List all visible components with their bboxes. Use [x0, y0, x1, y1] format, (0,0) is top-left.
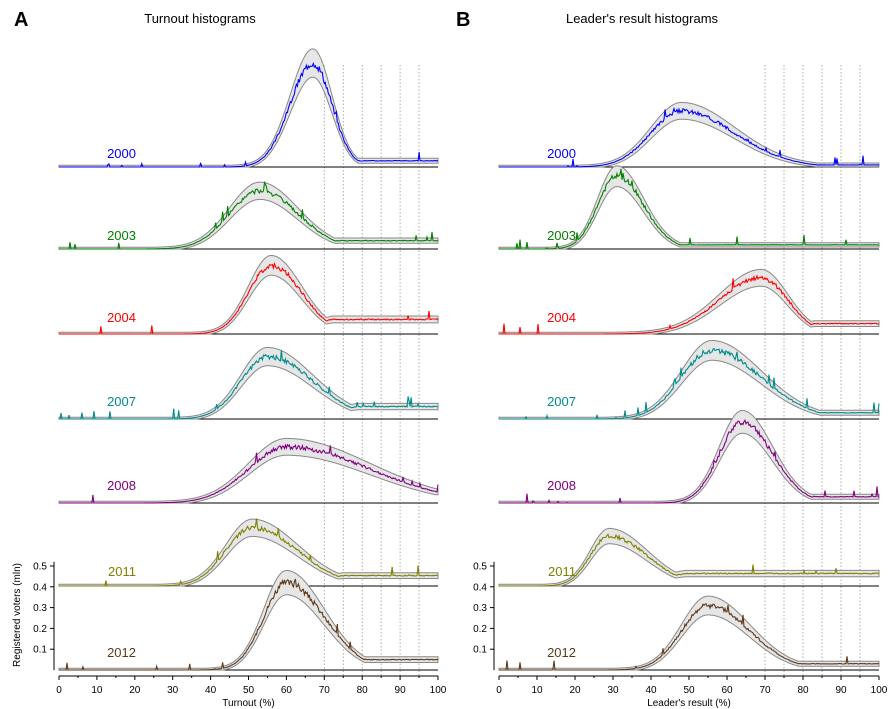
y-tick-label: 0.1 [33, 645, 47, 656]
series-2004: 2004 [58, 255, 439, 335]
series-2007: 2007 [498, 340, 880, 420]
x-tick-label: 60 [721, 685, 733, 696]
envelope-band-2011 [58, 518, 439, 587]
x-tick-label: 40 [205, 685, 217, 696]
histogram-line-2012 [499, 602, 880, 671]
x-tick-label: 90 [835, 685, 847, 696]
series-2000: 2000 [58, 48, 439, 168]
histogram-line-2008 [499, 418, 880, 504]
series-label-2003: 2003 [107, 228, 136, 243]
series-2012: 2012 [498, 595, 880, 671]
y-tick-label: 0.5 [473, 562, 487, 573]
histogram-line-2000 [499, 106, 880, 168]
envelope-band-2003 [58, 181, 439, 250]
y-axis-label: Registered voters (mln) [12, 563, 23, 667]
histogram-line-2004 [499, 274, 880, 335]
histogram-line-2008 [59, 443, 439, 504]
y-tick-label: 0.3 [473, 603, 487, 614]
x-tick-label: 70 [319, 685, 331, 696]
histogram-line-2007 [59, 349, 439, 420]
series-2003: 2003 [58, 180, 439, 250]
x-tick-label: 20 [129, 685, 141, 696]
x-tick-label: 30 [607, 685, 619, 696]
series-label-2011: 2011 [108, 564, 136, 579]
series-label-2000: 2000 [107, 146, 136, 161]
histogram-line-2007 [499, 347, 880, 420]
x-tick-label: 30 [167, 685, 179, 696]
y-tick-label: 0.2 [473, 624, 487, 635]
histogram-line-2012 [59, 578, 439, 671]
histogram-line-2011 [59, 518, 439, 587]
x-tick-label: 50 [243, 685, 255, 696]
series-label-2004: 2004 [547, 310, 576, 325]
x-axis-label: Leader's result (%) [647, 698, 731, 709]
series-label-2008: 2008 [547, 478, 576, 493]
x-tick-label: 90 [395, 685, 407, 696]
x-tick-label: 0 [56, 685, 62, 696]
histogram-line-2003 [499, 168, 879, 250]
x-tick-label: 100 [871, 685, 888, 696]
histogram-line-2011 [499, 533, 880, 587]
envelope-band-2011 [498, 527, 880, 587]
series-label-2000: 2000 [547, 146, 576, 161]
panel-title: Leader's result histograms [566, 11, 719, 26]
panel-letter-b: B [456, 9, 470, 31]
panel-letter-a: A [14, 9, 28, 31]
x-tick-label: 70 [759, 685, 771, 696]
y-tick-label: 0.3 [33, 603, 47, 614]
series-label-2012: 2012 [547, 645, 576, 660]
x-tick-label: 10 [91, 685, 103, 696]
y-tick-label: 0.1 [473, 645, 487, 656]
y-tick-label: 0.4 [33, 582, 47, 593]
x-axis-label: Turnout (%) [222, 698, 274, 709]
x-tick-label: 80 [797, 685, 809, 696]
x-tick-label: 80 [357, 685, 369, 696]
x-tick-label: 60 [281, 685, 293, 696]
histogram-line-2003 [59, 180, 439, 250]
panel-b: B Leader's result histograms 2000 2003 2004 2… [456, 9, 888, 709]
series-2004: 2004 [498, 268, 880, 335]
series-2011: 2011 [498, 527, 880, 587]
y-tick-label: 0.2 [33, 624, 47, 635]
series-2000: 2000 [498, 101, 880, 168]
envelope-band-2003 [498, 165, 880, 250]
x-tick-label: 100 [430, 685, 447, 696]
series-label-2007: 2007 [107, 394, 136, 409]
series-label-2011: 2011 [548, 564, 576, 579]
y-tick-label: 0.5 [33, 562, 47, 573]
panel-title: Turnout histograms [144, 11, 256, 26]
series-2012: 2012 [58, 570, 439, 671]
series-label-2007: 2007 [547, 394, 576, 409]
x-tick-label: 40 [645, 685, 657, 696]
series-label-2004: 2004 [107, 310, 136, 325]
series-2003: 2003 [498, 165, 880, 250]
x-tick-label: 50 [683, 685, 695, 696]
series-label-2003: 2003 [547, 228, 576, 243]
series-2011: 2011 [58, 518, 439, 587]
x-tick-label: 0 [496, 685, 502, 696]
series-label-2008: 2008 [107, 478, 136, 493]
series-label-2012: 2012 [107, 645, 136, 660]
series-2008: 2008 [58, 437, 439, 504]
series-2008: 2008 [498, 410, 880, 504]
series-2007: 2007 [58, 346, 439, 420]
histogram-line-2004 [59, 262, 439, 335]
envelope-band-2008 [58, 437, 439, 504]
histogram-line-2000 [59, 61, 438, 168]
panel-a: A Turnout histograms 2000 2003 2004 2007 2008 2… [12, 9, 447, 709]
envelope-band-2000 [498, 101, 880, 168]
x-tick-label: 20 [569, 685, 581, 696]
x-tick-label: 10 [531, 685, 543, 696]
y-tick-label: 0.4 [473, 582, 487, 593]
